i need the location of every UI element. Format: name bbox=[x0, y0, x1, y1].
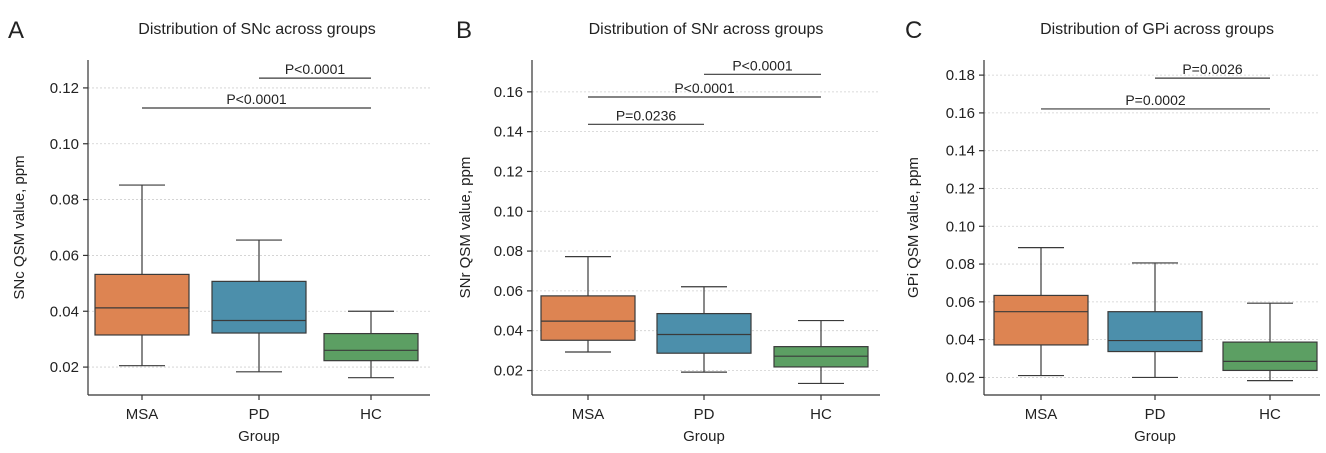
box-pd bbox=[656, 286, 752, 373]
y-tick-label: 0.02 bbox=[494, 363, 523, 380]
x-tick-label: MSA bbox=[126, 406, 159, 423]
y-tick-label: 0.14 bbox=[494, 124, 523, 141]
y-tick-label: 0.08 bbox=[946, 256, 975, 273]
x-tick-label: PD bbox=[1145, 406, 1166, 423]
chart-panel-a: A Distribution of SNc across groups 0.02 0.… bbox=[8, 17, 430, 445]
y-tick-label: 0.08 bbox=[494, 243, 523, 260]
iqr-box bbox=[211, 280, 307, 334]
x-tick-label: PD bbox=[249, 406, 270, 423]
y-tick-label: 0.02 bbox=[946, 369, 975, 386]
y-tick-label: 0.04 bbox=[946, 332, 975, 349]
box-msa bbox=[993, 247, 1089, 377]
p-value-label: P<0.0001 bbox=[285, 61, 346, 77]
box-msa bbox=[94, 184, 190, 367]
box-hc bbox=[323, 310, 419, 379]
x-tick-label: PD bbox=[694, 406, 715, 423]
y-tick-label: 0.12 bbox=[494, 163, 523, 180]
box-msa bbox=[540, 256, 636, 353]
box-hc bbox=[773, 319, 869, 385]
y-axis-label: GPi QSM value, ppm bbox=[905, 157, 922, 298]
y-axis-label: SNc QSM value, ppm bbox=[11, 155, 28, 299]
iqr-box bbox=[94, 273, 190, 336]
y-tick-label: 0.12 bbox=[50, 80, 79, 97]
iqr-box bbox=[1222, 341, 1318, 372]
panel-letter: A bbox=[8, 17, 24, 44]
chart-title: Distribution of GPi across groups bbox=[1040, 21, 1274, 38]
chart-title: Distribution of SNr across groups bbox=[589, 21, 824, 38]
p-value-label: P<0.0001 bbox=[732, 57, 793, 73]
x-tick-label: HC bbox=[1259, 406, 1281, 423]
p-value-label: P=0.0026 bbox=[1182, 61, 1243, 77]
x-axis-label: Group bbox=[683, 428, 725, 445]
y-tick-label: 0.10 bbox=[946, 218, 975, 235]
y-tick-label: 0.06 bbox=[50, 247, 79, 264]
y-tick-label: 0.16 bbox=[946, 105, 975, 122]
y-tick-label: 0.04 bbox=[494, 323, 523, 340]
iqr-box bbox=[1107, 311, 1203, 353]
y-tick-label: 0.10 bbox=[494, 203, 523, 220]
y-tick-label: 0.08 bbox=[50, 192, 79, 209]
y-tick-label: 0.06 bbox=[494, 283, 523, 300]
x-tick-label: HC bbox=[360, 406, 382, 423]
y-tick-label: 0.06 bbox=[946, 294, 975, 311]
y-tick-label: 0.16 bbox=[494, 84, 523, 101]
p-value-label: P<0.0001 bbox=[674, 80, 735, 96]
x-tick-label: MSA bbox=[1025, 406, 1058, 423]
panel-letter: C bbox=[905, 17, 922, 44]
box-pd bbox=[1107, 262, 1203, 379]
y-tick-label: 0.18 bbox=[946, 67, 975, 84]
y-tick-label: 0.02 bbox=[50, 359, 79, 376]
y-tick-label: 0.12 bbox=[946, 180, 975, 197]
iqr-box bbox=[993, 294, 1089, 346]
x-tick-label: HC bbox=[810, 406, 832, 423]
y-tick-label: 0.10 bbox=[50, 136, 79, 153]
x-tick-label: MSA bbox=[572, 406, 605, 423]
chart-panel-c: C Distribution of GPi across groups 0.02 0.… bbox=[905, 17, 1320, 445]
box-pd bbox=[211, 239, 307, 373]
chart-title: Distribution of SNc across groups bbox=[138, 21, 375, 38]
box-hc bbox=[1222, 302, 1318, 382]
panel-letter: B bbox=[456, 17, 472, 44]
x-axis-label: Group bbox=[238, 428, 280, 445]
iqr-box bbox=[656, 312, 752, 354]
y-axis-label: SNr QSM value, ppm bbox=[457, 157, 474, 299]
iqr-box bbox=[540, 295, 636, 341]
p-value-label: P<0.0001 bbox=[226, 91, 287, 107]
chart-panel-b: B Distribution of SNr across groups 0.02 0.… bbox=[456, 17, 880, 445]
y-tick-label: 0.04 bbox=[50, 303, 79, 320]
p-value-label: P=0.0002 bbox=[1125, 92, 1186, 108]
x-axis-label: Group bbox=[1134, 428, 1176, 445]
iqr-box bbox=[323, 332, 419, 362]
y-tick-label: 0.14 bbox=[946, 143, 975, 160]
p-value-label: P=0.0236 bbox=[616, 107, 677, 123]
